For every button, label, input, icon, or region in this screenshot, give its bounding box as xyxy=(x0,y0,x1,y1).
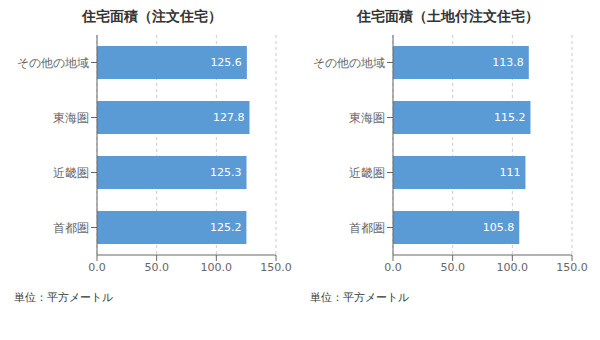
svg-text:111: 111 xyxy=(499,166,520,179)
svg-text:100.0: 100.0 xyxy=(497,261,529,274)
html-text:住宅面積（注文住宅）: 住宅面積（注文住宅） xyxy=(82,8,222,24)
svg-text:東海圏: 東海圏 xyxy=(53,111,89,125)
svg-text:0.0: 0.0 xyxy=(384,261,402,274)
svg-text:115.2: 115.2 xyxy=(494,111,526,124)
svg-text:その他の地域: その他の地域 xyxy=(17,56,89,70)
svg-text:近畿圏: 近畿圏 xyxy=(53,166,89,180)
svg-text:50.0: 50.0 xyxy=(144,261,169,274)
svg-text:150.0: 150.0 xyxy=(260,261,292,274)
svg-text:125.3: 125.3 xyxy=(210,166,242,179)
svg-text:東海圏: 東海圏 xyxy=(349,111,385,125)
html-text:単位：平方メートル: 単位：平方メートル xyxy=(14,291,113,304)
svg-text:首都圏: 首都圏 xyxy=(349,221,385,235)
svg-text:125.6: 125.6 xyxy=(210,56,242,69)
svg-text:150.0: 150.0 xyxy=(556,261,588,274)
svg-text:0.0: 0.0 xyxy=(88,261,106,274)
svg-text:首都圏: 首都圏 xyxy=(53,221,89,235)
svg-text:127.8: 127.8 xyxy=(213,111,245,124)
svg-text:100.0: 100.0 xyxy=(201,261,233,274)
html-text:単位：平方メートル: 単位：平方メートル xyxy=(310,291,409,304)
svg-text:50.0: 50.0 xyxy=(440,261,465,274)
svg-text:125.2: 125.2 xyxy=(210,221,242,234)
svg-text:その他の地域: その他の地域 xyxy=(313,56,385,70)
svg-text:近畿圏: 近畿圏 xyxy=(349,166,385,180)
svg-text:113.8: 113.8 xyxy=(492,56,524,69)
svg-text:105.8: 105.8 xyxy=(483,221,514,234)
html-text:住宅面積（土地付注文住宅）: 住宅面積（土地付注文住宅） xyxy=(357,8,539,24)
